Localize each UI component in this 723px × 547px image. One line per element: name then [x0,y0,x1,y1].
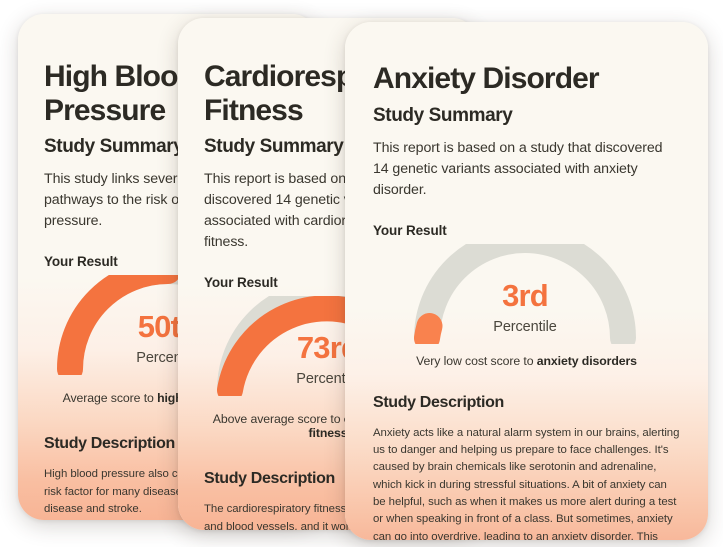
result-label: Your Result [204,275,278,291]
summary-heading: Study Summary [373,104,513,126]
description-paragraph: Anxiety acts like a natural alarm system… [373,426,680,540]
percentile-gauge: 3rd Percentile [373,243,680,348]
summary-heading: Study Summary [204,136,344,158]
description-heading: Study Description [204,470,335,488]
card-body: Anxiety Disorder Study Summary This repo… [345,22,708,540]
page-title: Anxiety Disorder [373,62,600,95]
card-background [345,22,708,540]
result-label: Your Result [373,222,447,238]
gauge-caption-emphasis: anxiety disorders [536,353,637,368]
gauge-arc-icon [414,243,636,344]
result-label: Your Result [44,254,118,270]
summary-text: This report is based on a study that dis… [373,139,663,198]
gauge-caption-prefix: Average score to [62,391,158,406]
description-heading: Study Description [373,393,504,411]
summary-heading: Study Summary [44,136,184,158]
gauge-caption-prefix: Above average score to [212,412,344,427]
description-heading: Study Description [44,435,175,453]
report-card-anxiety-disorder[interactable]: Anxiety Disorder Study Summary This repo… [345,22,708,540]
gauge-caption-prefix: Very low cost score to [416,353,537,368]
gauge-caption: Very low cost score to anxiety disorders [373,354,680,368]
